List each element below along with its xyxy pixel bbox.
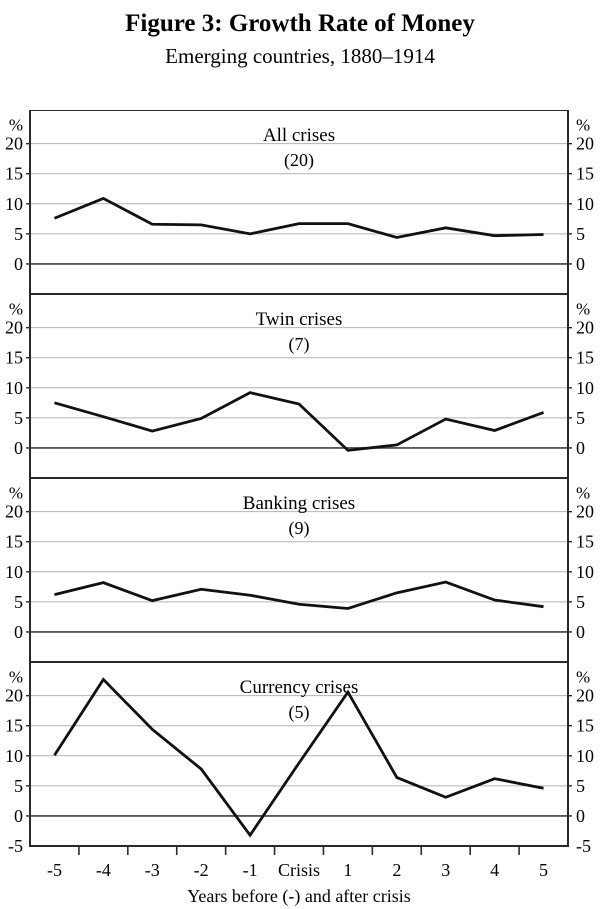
panel-title-banking-crises: Banking crises [243, 493, 355, 514]
y-tick-label-left-min: -5 [8, 836, 23, 856]
y-tick-label-right: 0 [576, 622, 585, 642]
panel-all-crises: 0 0 5 5 10 10 15 15 20 20% % All crises (20) [5, 110, 594, 295]
panel-count-all-crises: (20) [284, 150, 314, 171]
x-axis: -5 -4 -3 -2 -1 Crisis 1 2 3 4 5 Years before (-) an… [47, 846, 548, 907]
y-tick-label-right: 10 [576, 746, 594, 766]
y-tick-label-right: 10 [576, 378, 594, 398]
panel-title-currency-crises: Currency crises [240, 677, 359, 698]
y-tick-label-left: 20 [5, 318, 23, 338]
panel-count-banking-crises: (9) [289, 518, 310, 539]
panel-border [29, 661, 569, 847]
y-tick-label-right: 20 [576, 686, 594, 706]
figure-subtitle: Emerging countries, 1880–1914 [165, 44, 435, 68]
figure-title: Figure 3: Growth Rate of Money [125, 10, 475, 37]
x-tick-label-3: 3 [441, 860, 450, 880]
y-tick-label-right: 5 [576, 592, 585, 612]
y-unit-label-right: % [576, 484, 590, 503]
y-tick-label-left: 10 [5, 378, 23, 398]
y-tick-label-left: 0 [14, 806, 23, 826]
series-line-twin-crises [54, 391, 545, 452]
x-axis-title: Years before (-) and after crisis [187, 886, 411, 907]
series-line-currency-crises [53, 677, 544, 838]
y-tick-label-left: 20 [5, 686, 23, 706]
y-tick-label-left: 5 [14, 408, 23, 428]
y-unit-label-right: % [576, 116, 590, 135]
y-unit-label-right: % [576, 668, 590, 687]
y-unit-label-left: % [9, 668, 23, 687]
panel-banking-crises: 0 0 5 5 10 10 15 15 20 20% % Banking crises (9) [5, 477, 594, 663]
y-tick-label-left: 20 [5, 502, 23, 522]
panel-title-twin-crises: Twin crises [256, 309, 343, 330]
y-unit-label-left: % [9, 300, 23, 319]
x-tick-label--2: -2 [194, 860, 209, 880]
y-tick-label-right: 5 [576, 776, 585, 796]
x-tick-label-5: 5 [539, 860, 548, 880]
x-tick-label--1: -1 [243, 860, 258, 880]
y-tick-label-right: 10 [576, 194, 594, 214]
y-tick-label-right: 10 [576, 562, 594, 582]
x-tick-label--4: -4 [96, 860, 111, 880]
panel-count-currency-crises: (5) [289, 702, 310, 723]
y-unit-label-left: % [9, 484, 23, 503]
x-tick-label--3: -3 [145, 860, 160, 880]
y-tick-label-left: 0 [14, 438, 23, 458]
y-tick-label-left: 15 [5, 348, 23, 368]
y-tick-label-left: 20 [5, 134, 23, 154]
y-tick-label-right: 20 [576, 134, 594, 154]
series-line-banking-crises [54, 580, 544, 610]
series-line-all-crises [53, 196, 544, 239]
y-tick-label-right: 15 [576, 348, 594, 368]
panel-title-all-crises: All crises [263, 125, 335, 146]
y-tick-label-right-min: -5 [576, 836, 591, 856]
panel-currency-crises: 0 0 5 5 10 10 15 15 20 20% % -5 -5 Currency crises (5) [5, 661, 594, 856]
y-tick-label-right: 15 [576, 164, 594, 184]
y-tick-label-right: 15 [576, 716, 594, 736]
y-tick-label-right: 20 [576, 502, 594, 522]
y-tick-label-left: 5 [14, 224, 23, 244]
y-tick-label-left: 15 [5, 716, 23, 736]
y-tick-label-left: 10 [5, 562, 23, 582]
y-unit-label-left: % [9, 116, 23, 135]
y-unit-label-right: % [576, 300, 590, 319]
y-tick-label-right: 0 [576, 806, 585, 826]
x-tick-label-1: 1 [343, 860, 352, 880]
x-tick-label-2: 2 [392, 860, 401, 880]
y-tick-label-right: 0 [576, 438, 585, 458]
x-tick-label-4: 4 [490, 860, 499, 880]
y-tick-label-left: 5 [14, 592, 23, 612]
y-tick-label-left: 10 [5, 194, 23, 214]
y-tick-label-right: 5 [576, 408, 585, 428]
y-tick-label-right: 0 [576, 254, 585, 274]
y-tick-label-right: 15 [576, 532, 594, 552]
y-tick-label-left: 0 [14, 622, 23, 642]
x-tick-label--5: -5 [47, 860, 62, 880]
y-tick-label-left: 0 [14, 254, 23, 274]
panel-twin-crises: 0 0 5 5 10 10 15 15 20 20% % Twin crises (7) [5, 293, 594, 479]
y-tick-label-right: 20 [576, 318, 594, 338]
y-tick-label-left: 5 [14, 776, 23, 796]
y-tick-label-left: 15 [5, 532, 23, 552]
y-tick-label-right: 5 [576, 224, 585, 244]
x-tick-label-crisis: Crisis [278, 860, 320, 880]
panel-count-twin-crises: (7) [289, 334, 310, 355]
y-tick-label-left: 15 [5, 164, 23, 184]
y-tick-label-left: 10 [5, 746, 23, 766]
